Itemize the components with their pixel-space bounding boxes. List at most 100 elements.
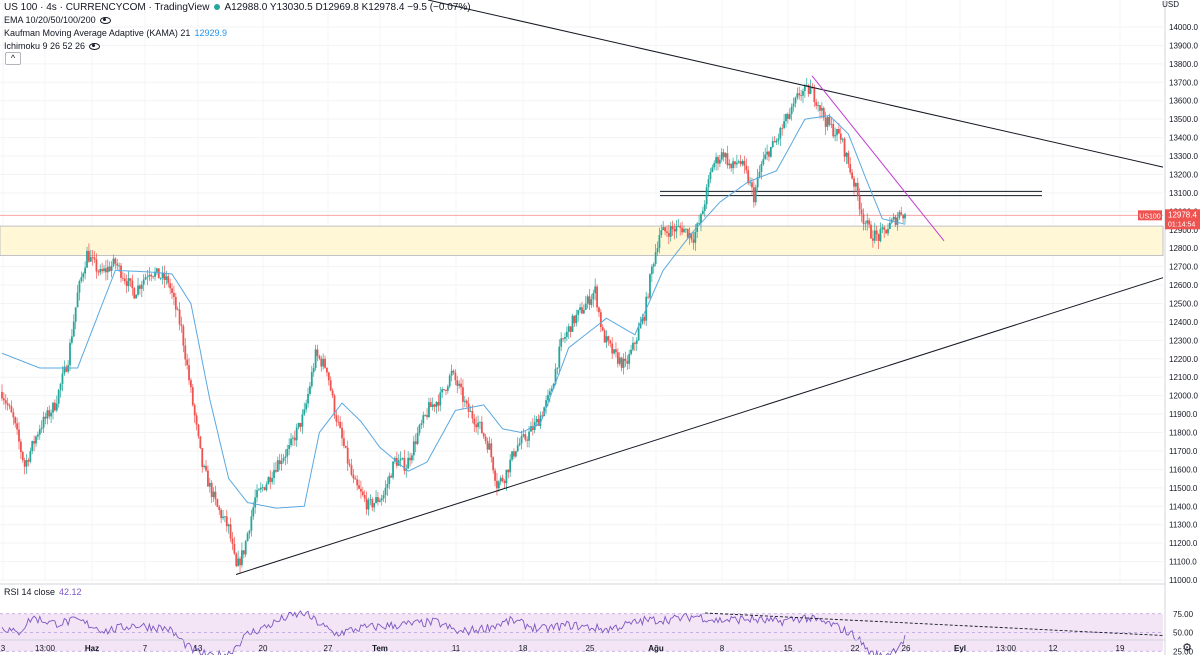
eye-hidden-icon[interactable] bbox=[99, 17, 111, 24]
candle bbox=[579, 303, 581, 313]
candle bbox=[817, 101, 820, 112]
candle bbox=[229, 517, 232, 543]
candle-body bbox=[171, 288, 173, 293]
legend-kama-row[interactable]: Kaufman Moving Average Adaptive (KAMA) 2… bbox=[4, 28, 227, 38]
candle bbox=[601, 324, 604, 332]
candle bbox=[586, 294, 589, 309]
gear-icon[interactable]: ⚙ bbox=[1182, 642, 1192, 654]
time-axis[interactable]: 3 13:00 Haz 7 13 20 27 Tem 11 18 25 Ağu 8 15 22 26 Eyl 13… bbox=[0, 639, 1165, 653]
candle-body bbox=[305, 403, 308, 410]
price-tick-label: 12100.0 bbox=[1169, 373, 1198, 382]
candle-body bbox=[326, 367, 328, 373]
candle bbox=[620, 356, 623, 372]
candle-body bbox=[630, 349, 632, 355]
candle bbox=[18, 421, 20, 450]
candle-body bbox=[33, 441, 36, 444]
candle bbox=[896, 212, 899, 231]
symbol-label[interactable]: US 100 · 4s · CURRENCYCOM · TradingView bbox=[4, 2, 210, 13]
candle-body bbox=[482, 433, 485, 437]
candle bbox=[647, 293, 649, 300]
candle bbox=[902, 214, 905, 223]
price-tick-label: 11600.0 bbox=[1169, 465, 1198, 474]
candle-body bbox=[25, 460, 28, 467]
candle bbox=[303, 402, 306, 417]
candle bbox=[112, 254, 115, 268]
candle-body bbox=[643, 317, 646, 321]
candle-body bbox=[722, 152, 725, 158]
eye-hidden-icon[interactable] bbox=[89, 43, 101, 50]
candle-body bbox=[607, 336, 610, 341]
candle bbox=[460, 377, 462, 396]
candle-body bbox=[524, 434, 527, 440]
rsi-legend[interactable]: RSI 14 close 42.12 bbox=[4, 587, 82, 597]
candle bbox=[856, 177, 859, 201]
candle-body bbox=[301, 414, 304, 427]
candle bbox=[72, 314, 75, 338]
candle bbox=[539, 411, 542, 430]
ema-label[interactable]: EMA 10/20/50/100/200 bbox=[4, 15, 96, 25]
candle bbox=[469, 405, 472, 412]
candle-body bbox=[375, 497, 377, 503]
candle bbox=[726, 145, 729, 169]
price-tick-label: 13900.0 bbox=[1169, 41, 1198, 50]
kama-line bbox=[1, 114, 906, 509]
candle-body bbox=[448, 375, 451, 387]
candle bbox=[802, 88, 804, 104]
candle-body bbox=[269, 477, 272, 482]
candle bbox=[815, 98, 818, 110]
candle bbox=[227, 523, 230, 534]
candle-body bbox=[817, 105, 820, 106]
candle-body bbox=[518, 443, 521, 446]
candle bbox=[888, 216, 891, 230]
candle-body bbox=[445, 389, 447, 391]
candle bbox=[95, 253, 98, 279]
price-axis[interactable]: 14000.0 13900.0 13800.0 13700.0 13600.0 13500… bbox=[1164, 0, 1198, 655]
candle bbox=[159, 277, 162, 281]
candle bbox=[307, 387, 309, 408]
kama-label[interactable]: Kaufman Moving Average Adaptive (KAMA) 2… bbox=[4, 28, 191, 38]
candle bbox=[473, 413, 476, 433]
candle-body bbox=[91, 257, 94, 258]
rising-support-trendline bbox=[235, 277, 1164, 575]
candle-body bbox=[703, 204, 706, 211]
candle bbox=[881, 223, 884, 234]
candle bbox=[796, 87, 799, 100]
candle bbox=[669, 221, 672, 242]
candle-body bbox=[207, 470, 209, 487]
candles bbox=[1, 77, 906, 573]
candle bbox=[122, 271, 124, 281]
legend-ichimoku-row[interactable]: Ichimoku 9 26 52 26 bbox=[4, 41, 101, 51]
candle bbox=[2, 392, 5, 405]
candle-body bbox=[242, 550, 245, 555]
candle-body bbox=[193, 405, 196, 416]
candle-body bbox=[700, 214, 702, 224]
candle-body bbox=[705, 187, 708, 205]
collapse-legend-button[interactable]: ^ bbox=[5, 52, 21, 65]
candle-body bbox=[61, 373, 64, 384]
trendlines[interactable] bbox=[235, 0, 1164, 575]
candle-body bbox=[216, 499, 219, 507]
candle bbox=[12, 408, 15, 425]
candle-body bbox=[203, 465, 206, 468]
rsi-label[interactable]: RSI 14 close bbox=[4, 587, 56, 597]
candle bbox=[354, 475, 357, 480]
candle-body bbox=[365, 498, 368, 510]
candle bbox=[23, 457, 26, 475]
candle-body bbox=[180, 324, 183, 327]
candle-body bbox=[828, 116, 831, 125]
legend-ema-row[interactable]: EMA 10/20/50/100/200 bbox=[4, 15, 111, 25]
candle bbox=[781, 123, 784, 136]
candle-body bbox=[139, 285, 141, 289]
candle-body bbox=[248, 530, 251, 534]
candle-body bbox=[632, 342, 634, 350]
candle-body bbox=[42, 416, 45, 428]
candle bbox=[613, 348, 615, 355]
candle bbox=[331, 388, 334, 398]
candle bbox=[898, 210, 901, 220]
candle bbox=[305, 399, 308, 413]
candle bbox=[367, 497, 370, 516]
candle-body bbox=[55, 403, 58, 411]
ichimoku-label[interactable]: Ichimoku 9 26 52 26 bbox=[4, 41, 86, 51]
candle-body bbox=[169, 283, 172, 289]
